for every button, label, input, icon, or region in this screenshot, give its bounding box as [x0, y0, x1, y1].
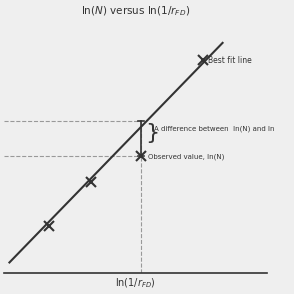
Text: Observed value, ln(Ν): Observed value, ln(Ν)	[148, 154, 224, 160]
X-axis label: ln(1/$r_{FD}$): ln(1/$r_{FD}$)	[116, 276, 156, 290]
Title: ln($N$) versus ln(1/$r_{FD}$): ln($N$) versus ln(1/$r_{FD}$)	[81, 4, 190, 18]
Text: }: }	[145, 123, 159, 143]
Text: Best fit line: Best fit line	[208, 56, 252, 65]
Text: A difference between  ln(Ν) and ln: A difference between ln(Ν) and ln	[154, 125, 275, 132]
